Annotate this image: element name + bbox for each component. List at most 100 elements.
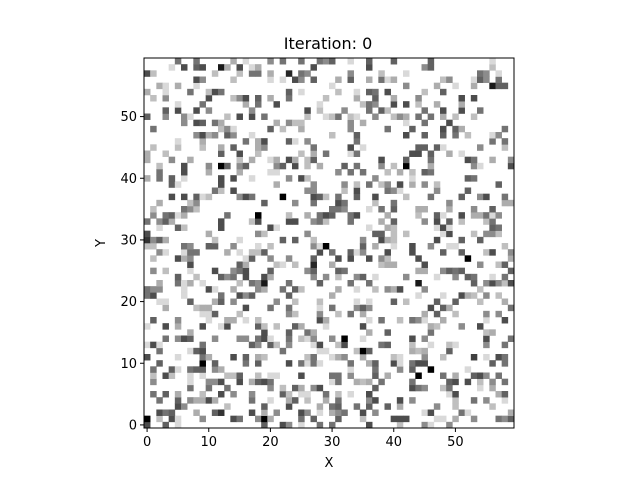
heatmap-cell [187, 329, 194, 336]
heatmap-cell [470, 292, 478, 299]
heatmap-cell [168, 156, 176, 164]
heatmap-cell [162, 212, 169, 219]
heatmap-cell [341, 206, 348, 213]
heatmap-cell [372, 113, 379, 120]
heatmap-cell [464, 273, 472, 281]
heatmap-cell [168, 175, 176, 182]
heatmap-cell [144, 421, 151, 429]
heatmap-cell [409, 341, 416, 349]
heatmap-cell [298, 323, 305, 330]
heatmap-cell [372, 273, 379, 281]
heatmap-cell [489, 403, 496, 410]
heatmap-cell [329, 249, 336, 256]
heatmap-cell [193, 304, 200, 312]
heatmap-cell [285, 138, 293, 145]
heatmap-cell [507, 162, 515, 170]
heatmap-cell [242, 304, 250, 312]
heatmap-cell [187, 199, 194, 207]
heatmap-cell [218, 292, 225, 299]
heatmap-cell [501, 317, 509, 324]
heatmap-cell [433, 403, 441, 410]
heatmap-cell [316, 58, 324, 65]
heatmap-cell [470, 280, 478, 287]
heatmap-cell [495, 181, 502, 188]
heatmap-cell [415, 150, 422, 157]
heatmap-cell [390, 206, 398, 213]
heatmap-cell [156, 199, 163, 207]
heatmap-cell [230, 125, 237, 133]
heatmap-cell [205, 193, 213, 201]
heatmap-cell [199, 347, 206, 355]
heatmap-cell [464, 132, 472, 139]
heatmap-cell [193, 76, 200, 83]
heatmap-cell [248, 378, 256, 386]
heatmap-cell [366, 64, 373, 71]
heatmap-cell [501, 360, 509, 367]
heatmap-cell [384, 329, 391, 336]
heatmap-cell [427, 304, 435, 312]
heatmap-cell [174, 107, 182, 114]
heatmap-cell [378, 206, 385, 213]
heatmap-cell [144, 323, 151, 330]
heatmap-cell [403, 119, 410, 127]
heatmap-cell [495, 372, 502, 379]
heatmap-cell [421, 218, 428, 225]
heatmap-cell [335, 113, 342, 120]
heatmap-cell [359, 144, 367, 151]
heatmap-cell [273, 181, 280, 188]
heatmap-cell [433, 236, 441, 244]
heatmap-cell [353, 162, 361, 170]
heatmap-cell [384, 169, 391, 176]
heatmap-cell [366, 317, 373, 324]
heatmap-cell [501, 341, 509, 349]
heatmap-cell [168, 372, 176, 379]
heatmap-cell [248, 280, 256, 287]
heatmap-cell [205, 107, 213, 114]
heatmap-cell [366, 304, 373, 312]
heatmap-cell [218, 378, 225, 386]
heatmap-cell [150, 341, 157, 349]
heatmap-cell [409, 243, 416, 250]
heatmap-cell [433, 187, 441, 194]
heatmap-cell [452, 372, 459, 379]
x-tick-label: 10 [200, 435, 217, 450]
heatmap-cell [162, 95, 169, 102]
heatmap-cell [489, 206, 496, 213]
heatmap-cell [483, 341, 490, 349]
heatmap-cell [292, 199, 299, 207]
heatmap-cell [433, 212, 441, 219]
heatmap-cell [440, 125, 447, 133]
heatmap-cell [390, 218, 398, 225]
heatmap-cell [144, 113, 151, 120]
heatmap-cell [273, 261, 280, 268]
heatmap-cell [273, 119, 280, 127]
heatmap-cell [403, 193, 410, 201]
heatmap-cell [396, 113, 404, 120]
heatmap-cell [483, 329, 490, 336]
heatmap-cell [390, 199, 398, 207]
heatmap-cell [218, 125, 225, 133]
heatmap-cell [292, 138, 299, 145]
heatmap-cell [322, 397, 330, 404]
heatmap-cell [199, 397, 206, 404]
heatmap-cell [359, 310, 367, 318]
heatmap-cell [415, 384, 422, 392]
heatmap-cell [421, 206, 428, 213]
heatmap-cell [477, 298, 484, 305]
heatmap-cell [452, 243, 459, 250]
heatmap-cell [199, 138, 206, 145]
heatmap-cell [304, 267, 311, 275]
heatmap-cell [230, 286, 237, 293]
heatmap-cell [470, 354, 478, 361]
heatmap-cell [372, 95, 379, 102]
heatmap-cell [310, 267, 317, 275]
heatmap-cell [440, 212, 447, 219]
heatmap-cell [415, 101, 422, 108]
heatmap-cell [162, 323, 169, 330]
heatmap-cell [187, 156, 194, 164]
heatmap-cell [236, 267, 243, 275]
heatmap-cell [359, 354, 367, 361]
heatmap-cell [162, 421, 169, 429]
heatmap-cell [390, 76, 398, 83]
heatmap-cell [150, 286, 157, 293]
